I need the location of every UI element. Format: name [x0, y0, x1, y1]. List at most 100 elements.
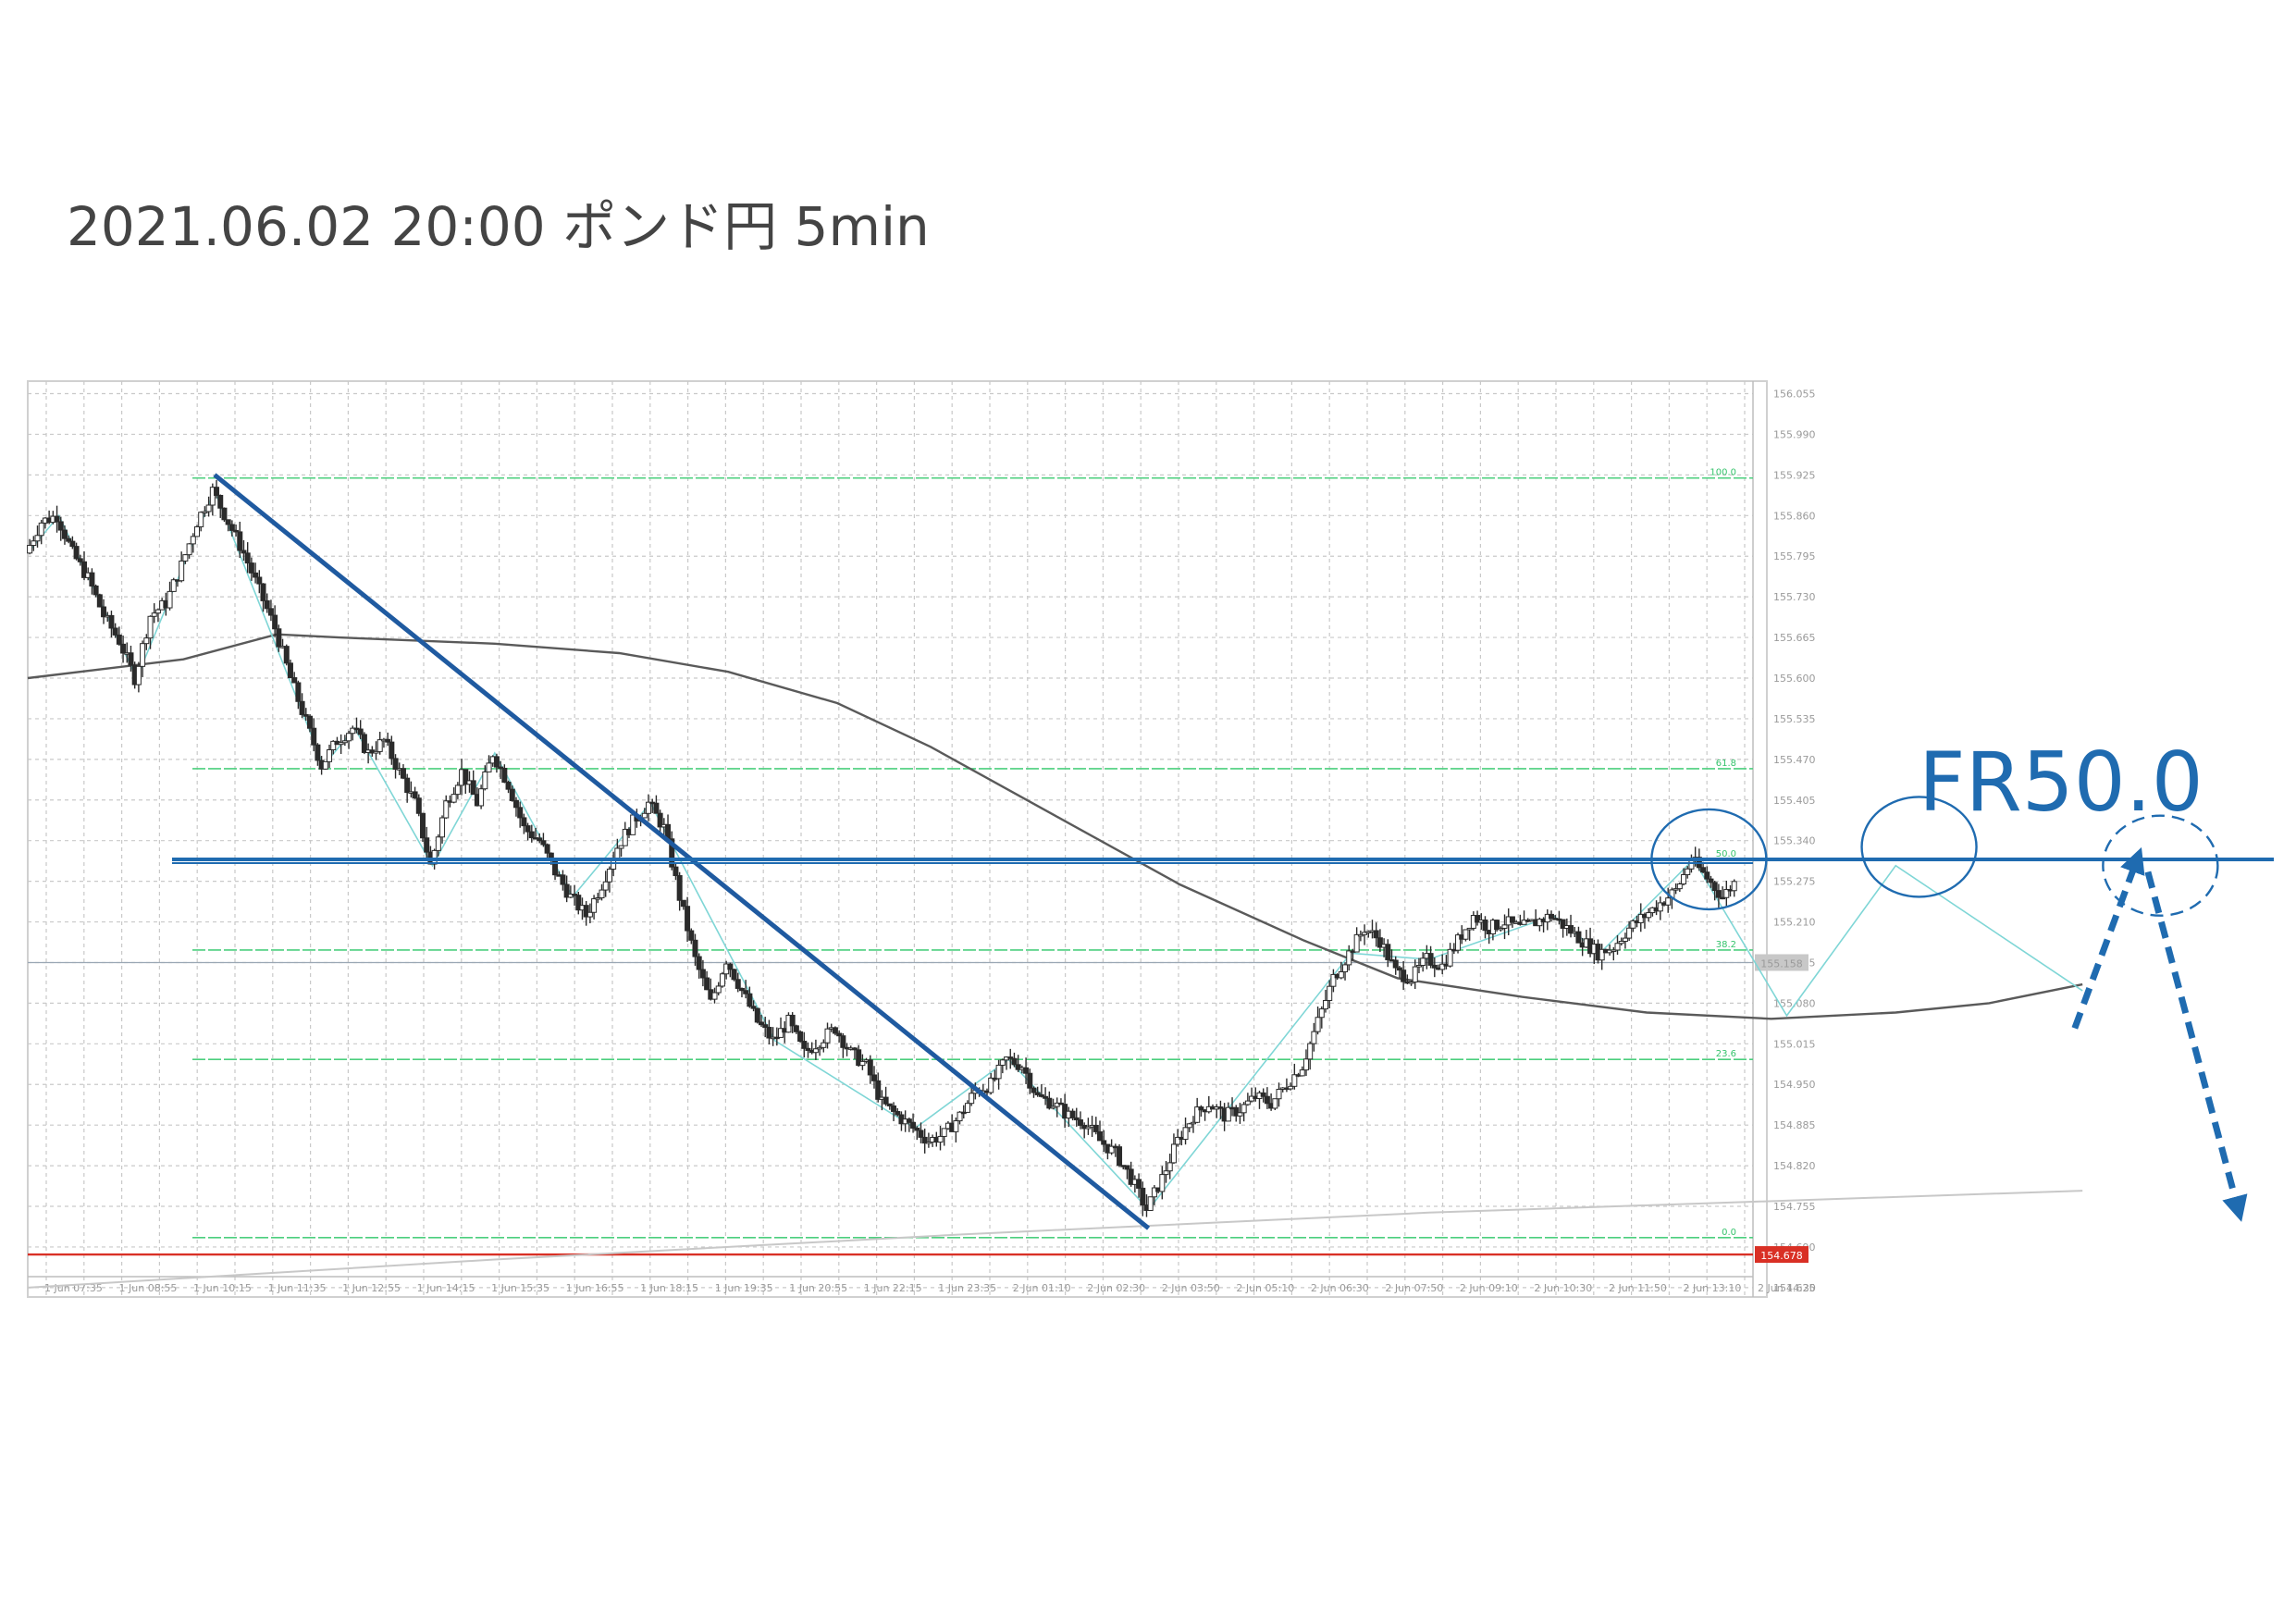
candle-body: [867, 1059, 873, 1076]
candle-body: [821, 1042, 827, 1048]
candle-body: [575, 895, 582, 911]
candle-body: [93, 585, 99, 596]
candle-body: [1353, 933, 1360, 953]
candle-body: [1015, 1064, 1021, 1070]
candle-body: [385, 738, 391, 743]
candle-body: [704, 977, 710, 991]
candle-body: [1611, 949, 1617, 952]
candle-body: [276, 628, 282, 648]
candle-body: [778, 1028, 784, 1038]
y-tick-label: 155.080: [1773, 997, 1816, 1009]
x-tick-label: 2 Jun 03:50: [1162, 1282, 1220, 1294]
candle-body: [108, 614, 115, 629]
candle-body: [128, 652, 134, 666]
candle-body: [801, 1041, 808, 1049]
candle-body: [1373, 930, 1379, 939]
fib-level-label: 50.0: [1716, 849, 1736, 859]
candle-body: [1307, 1043, 1314, 1060]
candle-body: [1023, 1067, 1030, 1074]
candle-body: [478, 788, 485, 807]
x-tick-label: 2 Jun 14:30: [1758, 1282, 1816, 1294]
candle-body: [486, 762, 492, 772]
candle-body: [267, 608, 274, 616]
candle-body: [793, 1025, 799, 1032]
candle-body: [1376, 937, 1383, 948]
candle-body: [73, 546, 80, 560]
candle-body: [941, 1128, 947, 1137]
candle-body: [315, 744, 321, 761]
candle-body: [214, 487, 220, 496]
candle-body: [812, 1048, 819, 1054]
candle-body: [1007, 1056, 1014, 1059]
target-circle-dashed: [2102, 814, 2219, 917]
candle-body: [341, 740, 348, 744]
candle-body: [237, 531, 243, 551]
candle-body: [1124, 1165, 1130, 1170]
candle-body: [957, 1111, 963, 1122]
candle-body: [435, 836, 441, 851]
x-axis: 1 Jun 07:35 1 Jun 08:55 1 Jun 10:15 1 Jun 1…: [28, 1276, 1816, 1294]
y-tick-label: 155.990: [1773, 428, 1816, 440]
candle-body: [61, 529, 68, 539]
candle-body: [1194, 1106, 1201, 1123]
candle-body: [1475, 915, 1481, 923]
candle-body: [1163, 1170, 1169, 1176]
candle-body: [1302, 1058, 1309, 1071]
candle-body: [96, 594, 103, 608]
candle-body: [750, 1006, 757, 1009]
candle-body: [54, 515, 60, 523]
candle-body: [302, 713, 309, 717]
y-tick-label: 154.820: [1773, 1160, 1816, 1172]
candle-body: [1050, 1105, 1056, 1109]
candle-body: [217, 494, 224, 509]
candle-body: [1681, 874, 1687, 885]
candle-body: [1128, 1168, 1134, 1185]
candle-body: [412, 791, 418, 799]
candle-body: [646, 801, 651, 814]
red-price-tag: [1755, 1246, 1808, 1264]
candle-body: [759, 1021, 764, 1026]
moving-averages: [27, 633, 2083, 1289]
candle-body: [248, 562, 254, 574]
candle-body: [170, 579, 177, 592]
candle-body: [389, 741, 395, 760]
forecast-arrow: [2071, 846, 2145, 1030]
candle-body: [260, 583, 266, 601]
candle-body: [797, 1031, 804, 1043]
candle-body: [641, 812, 648, 819]
candle-body: [999, 1059, 1006, 1066]
candle-body: [120, 643, 127, 654]
candle-body: [1427, 953, 1434, 966]
candle-body: [1323, 999, 1328, 1010]
x-tick-label: 1 Jun 11:35: [268, 1282, 327, 1294]
candle-body: [470, 780, 476, 796]
candle-body: [415, 797, 422, 814]
drawing-overlays: FR50.0: [172, 473, 2274, 1230]
candle-body: [1342, 964, 1349, 973]
candle-body: [1362, 932, 1368, 935]
candle-body: [69, 540, 76, 548]
candle-body: [57, 521, 64, 531]
candle-body: [89, 572, 95, 587]
candle-body: [167, 590, 173, 609]
candle-body: [719, 973, 725, 987]
candle-body: [1412, 966, 1418, 983]
candle-body: [424, 837, 430, 853]
candle-body: [891, 1105, 897, 1112]
x-tick-label: 2 Jun 11:50: [1609, 1282, 1667, 1294]
candle-body: [311, 727, 317, 746]
y-tick-label: 155.925: [1773, 469, 1816, 481]
candle-body: [1272, 1098, 1278, 1109]
y-tick-label: 154.885: [1773, 1119, 1816, 1131]
fib-level-label: 100.0: [1710, 468, 1736, 478]
candle-body: [602, 881, 609, 891]
x-tick-label: 1 Jun 19:35: [715, 1282, 773, 1294]
candle-body: [540, 840, 547, 846]
candle-body: [205, 504, 212, 513]
candle-body: [1521, 920, 1527, 925]
candle-body: [622, 828, 628, 846]
candle-body: [1665, 897, 1672, 906]
y-tick-label: 155.470: [1773, 754, 1816, 766]
candle-body: [81, 561, 87, 578]
